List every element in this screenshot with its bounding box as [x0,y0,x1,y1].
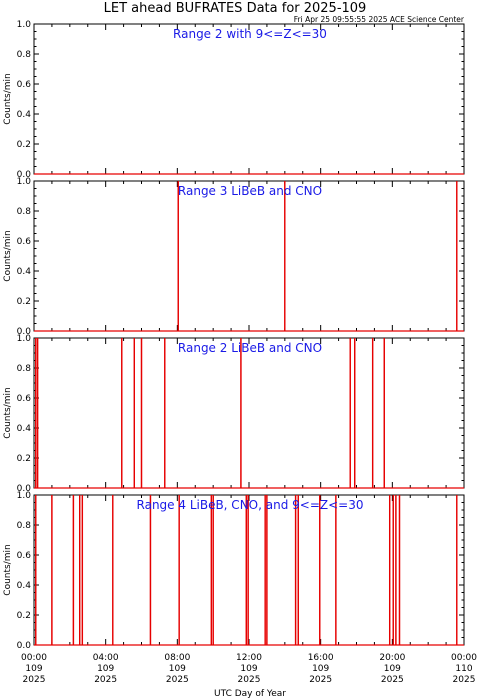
x-tick-label: 2025 [381,675,404,685]
y-axis-label: Counts/min [3,73,13,124]
y-tick-label: 0.8 [17,364,32,374]
data-trace [34,181,464,332]
y-tick-label: 1.0 [17,491,32,501]
y-tick-label: 0.4 [17,581,32,591]
panel-label: Range 2 LiBeB and CNO [178,341,322,355]
y-tick-label: 0.0 [17,641,32,651]
panel-label: Range 3 LiBeB and CNO [178,184,322,198]
y-tick-label: 0.2 [17,297,31,307]
y-tick-label: 0.4 [17,424,32,434]
y-tick-label: 1.0 [17,334,32,344]
y-tick-label: 0.6 [17,551,32,561]
x-tick-label: 08:00 [164,653,190,663]
x-tick-label: 2025 [94,675,117,685]
x-tick-label: 2025 [309,675,332,685]
y-tick-label: 1.0 [17,20,32,30]
x-tick-label: 109 [312,664,329,674]
x-tick-label: 109 [97,664,114,674]
x-axis: 00:00109202504:00109202508:00109202512:0… [21,653,477,685]
x-tick-label: 2025 [23,675,46,685]
y-tick-label: 0.6 [17,394,32,404]
panel-frame [33,23,465,175]
panel-label: Range 2 with 9<=Z<=30 [173,27,327,41]
x-tick-label: 20:00 [379,653,405,663]
panel-1: 0.0 0.2 0.4 0.6 0.8 1.0 Counts/min Range 2 with… [3,20,465,180]
y-tick-label: 0.4 [17,110,32,120]
y-tick-label: 0.2 [17,611,31,621]
timestamp: Fri Apr 25 09:55:55 2025 ACE Science Cen… [294,15,465,24]
y-tick-label: 0.6 [17,80,32,90]
x-axis-label: UTC Day of Year [214,689,286,699]
panel-label: Range 4 LiBeB, CNO, and 9<=Z<=30 [137,498,364,512]
panel-frame [33,337,465,489]
x-tick-label: 00:00 [21,653,47,663]
y-tick-label: 1.0 [17,177,32,187]
x-tick-label: 2025 [453,675,476,685]
y-tick-label: 0.2 [17,454,31,464]
y-tick-label: 0.0 [17,170,32,180]
y-axis-label: Counts/min [3,387,13,438]
y-tick-label: 0.8 [17,207,32,217]
y-tick-label: 0.0 [17,327,32,337]
panels: 0.0 0.2 0.4 0.6 0.8 1.0 Counts/min Range 2 with… [3,20,465,651]
x-tick-label: 12:00 [236,653,262,663]
y-tick-label: 0.6 [17,237,32,247]
y-tick-label: 0.8 [17,521,32,531]
panel-frame [33,180,465,332]
x-tick-label: 109 [25,664,42,674]
data-trace [34,338,464,489]
panel-2: 0.0 0.2 0.4 0.6 0.8 1.0 Counts/min Range 3 LiBe… [3,177,465,337]
y-axis-label: Counts/min [3,544,13,595]
chart-title: LET ahead BUFRATES Data for 2025-109 [104,1,367,16]
x-tick-label: 110 [455,664,472,674]
x-tick-label: 109 [169,664,186,674]
x-tick-label: 2025 [238,675,261,685]
x-tick-label: 2025 [166,675,189,685]
y-tick-label: 0.0 [17,484,32,494]
x-tick-label: 04:00 [93,653,119,663]
y-axis-label: Counts/min [3,230,13,281]
x-tick-label: 16:00 [308,653,334,663]
y-tick-label: 0.4 [17,267,32,277]
x-tick-label: 109 [384,664,401,674]
y-tick-label: 0.2 [17,140,31,150]
x-tick-label: 00:00 [451,653,477,663]
panel-3: 0.0 0.2 0.4 0.6 0.8 1.0 Counts/min Range 2 LiBe… [3,334,465,494]
y-tick-label: 0.8 [17,50,32,60]
x-tick-label: 109 [240,664,257,674]
panel-4: 0.0 0.2 0.4 0.6 0.8 1.0 Counts/min Range 4 LiBe… [3,491,465,651]
